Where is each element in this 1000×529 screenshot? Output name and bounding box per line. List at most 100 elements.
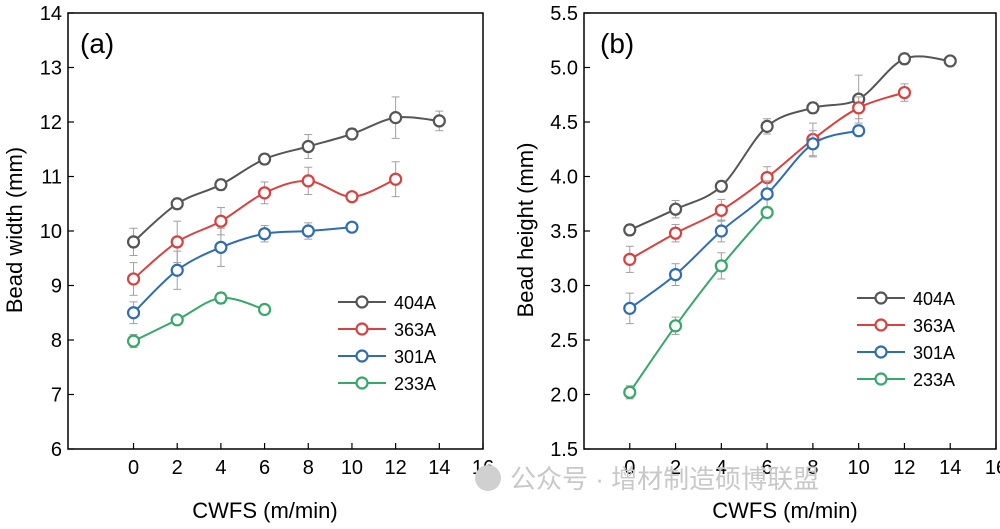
panel-a-y-tick-label: 9	[51, 276, 62, 298]
panel-a-y-axis-label: Bead width (mm)	[2, 147, 27, 313]
panel-b-series-233a-point	[668, 319, 683, 333]
panel-b-x-tick-label: 16	[985, 457, 1000, 479]
legend-label: 363A	[913, 316, 955, 336]
panel-a-series-301a-line	[132, 226, 352, 314]
panel-a-series-404a-point	[170, 197, 184, 211]
panel-b-series-301a	[623, 124, 866, 325]
legend-label: 404A	[394, 293, 436, 313]
panel-a-series-233a-point	[126, 334, 141, 348]
panel-b-series-233a-point	[623, 385, 637, 399]
panel-b-series-363a-point	[852, 101, 866, 115]
panel-a-series-301a-point	[301, 224, 315, 238]
panel-b-series-301a-point	[852, 124, 866, 138]
panel-b-series-404a-point	[623, 223, 637, 237]
panel-a-x-tick-label: 6	[259, 457, 270, 479]
legend-label: 233A	[913, 370, 955, 390]
panel-b-y-tick-label: 3.0	[550, 276, 578, 298]
panel-b-series-301a-point	[806, 137, 820, 151]
panel-a-y-tick-label: 12	[40, 112, 62, 134]
panel-b-series-363a	[623, 83, 912, 273]
panel-a-series-404a-point	[389, 111, 403, 125]
panel-a-series-233a	[126, 291, 272, 349]
panel-b-x-tick-label: 8	[807, 457, 818, 479]
panel-a-x-tick-label: 4	[215, 457, 226, 479]
panel-b-series-363a-point	[897, 85, 912, 100]
panel-b-series-233a	[623, 205, 774, 400]
panel-a-series-404a	[126, 96, 446, 257]
panel-b-legend-item-404a: 404A	[857, 289, 955, 309]
panel-b-x-axis-label: CWFS (m/min)	[712, 498, 857, 523]
panel-a-series-404a-point	[214, 178, 228, 192]
panel-b-y-tick-label: 4.0	[550, 167, 578, 189]
panel-b-y-tick-label: 5.0	[550, 58, 578, 80]
panel-a-y-tick-label: 11	[41, 167, 62, 189]
panel-a-legend-item-363a: 363A	[338, 320, 436, 340]
panel-a-series-301a-point	[170, 263, 184, 277]
panel-b-x-tick-label: 2	[670, 457, 681, 479]
panel-b-series-301a-point	[668, 268, 683, 282]
panel-a-series-363a-point	[214, 214, 228, 228]
panel-a-series-404a-point	[432, 114, 446, 128]
panel-a-x-tick-label: 2	[172, 457, 183, 479]
panel-b-label: (b)	[600, 28, 634, 59]
panel-b-y-tick-label: 4.5	[550, 112, 578, 134]
panel-a-x-tick-label: 10	[341, 457, 363, 479]
panel-b-series-301a-point	[623, 301, 637, 315]
legend-marker	[355, 322, 369, 336]
panel-b-legend-item-363a: 363A	[857, 316, 955, 336]
panel-b-series-404a	[623, 52, 957, 237]
panel-a-series-233a-point	[214, 291, 228, 305]
panel-a-series-233a-line	[133, 296, 265, 342]
chart-panel-b: (b) CWFS (m/min) Bead height (mm) 0 2 4 6 8 1…	[513, 3, 1000, 523]
panel-b-series-363a-point	[714, 203, 728, 217]
legend-marker	[874, 372, 888, 386]
panel-a-x-tick-label: 12	[385, 457, 407, 479]
panel-b-y-axis-label: Bead height (mm)	[513, 143, 538, 318]
legend-label: 404A	[913, 289, 955, 309]
panel-b-y-tick-label: 1.5	[550, 439, 578, 461]
legend-marker	[874, 345, 888, 359]
legend-label: 301A	[394, 347, 436, 367]
panel-b-series-404a-point	[714, 179, 728, 193]
watermark: 公众号 · 增材制造硕博联盟	[475, 464, 819, 494]
panel-a-legend-item-404a: 404A	[338, 293, 436, 313]
legend-marker	[874, 291, 888, 305]
watermark-text: 公众号 · 增材制造硕博联盟	[510, 464, 819, 494]
panel-a-label: (a)	[80, 28, 114, 59]
panel-b-series-404a-point	[943, 54, 957, 68]
panel-a-x-axis-label: CWFS (m/min)	[192, 498, 337, 523]
panel-b-y-tick-label: 2.5	[550, 330, 578, 352]
panel-a-series-363a-point	[301, 174, 315, 188]
legend-marker	[355, 295, 369, 309]
legend-label: 363A	[394, 320, 436, 340]
legend-marker	[355, 349, 369, 363]
panel-a-series-363a-point	[389, 172, 403, 186]
panel-a-x-tick-label: 14	[428, 457, 450, 479]
panel-b-x-tick-label: 4	[716, 457, 727, 479]
panel-b-x-tick-label: 6	[762, 457, 773, 479]
panel-b-series-363a-point	[623, 252, 637, 266]
panel-a-legend: 404A 363A 301A 233A	[338, 293, 436, 394]
panel-a-series-404a-point	[126, 235, 141, 249]
panel-a-series-404a-point	[301, 139, 315, 154]
panel-a-series-233a-point	[257, 302, 272, 317]
panel-a-legend-item-233a: 233A	[338, 374, 436, 394]
panel-a-series-301a-point	[257, 227, 272, 241]
panel-a-series-233a-point	[170, 313, 184, 327]
panel-a-series-404a-point	[257, 152, 272, 166]
panel-a-x-tick-label: 0	[128, 457, 139, 479]
panel-b-series-301a-point	[714, 224, 728, 238]
panel-a-x-tick-label: 8	[303, 457, 314, 479]
panel-a-legend-item-301a: 301A	[338, 347, 436, 367]
panel-a-series-301a-point	[345, 220, 359, 234]
panel-a-series-301a-point	[214, 240, 228, 254]
panel-b-series-404a-point	[806, 101, 820, 115]
panel-b-x-tick-label: 0	[624, 457, 635, 479]
panel-b-series-404a-point	[760, 119, 774, 133]
panel-a-y-tick-label: 8	[51, 330, 62, 352]
panel-a-series-363a-point	[126, 272, 141, 286]
panel-a-series-363a-point	[345, 190, 359, 204]
panel-b-legend-item-301a: 301A	[857, 343, 955, 363]
wechat-icon	[475, 465, 501, 491]
panel-a-series-301a-point	[126, 306, 141, 320]
